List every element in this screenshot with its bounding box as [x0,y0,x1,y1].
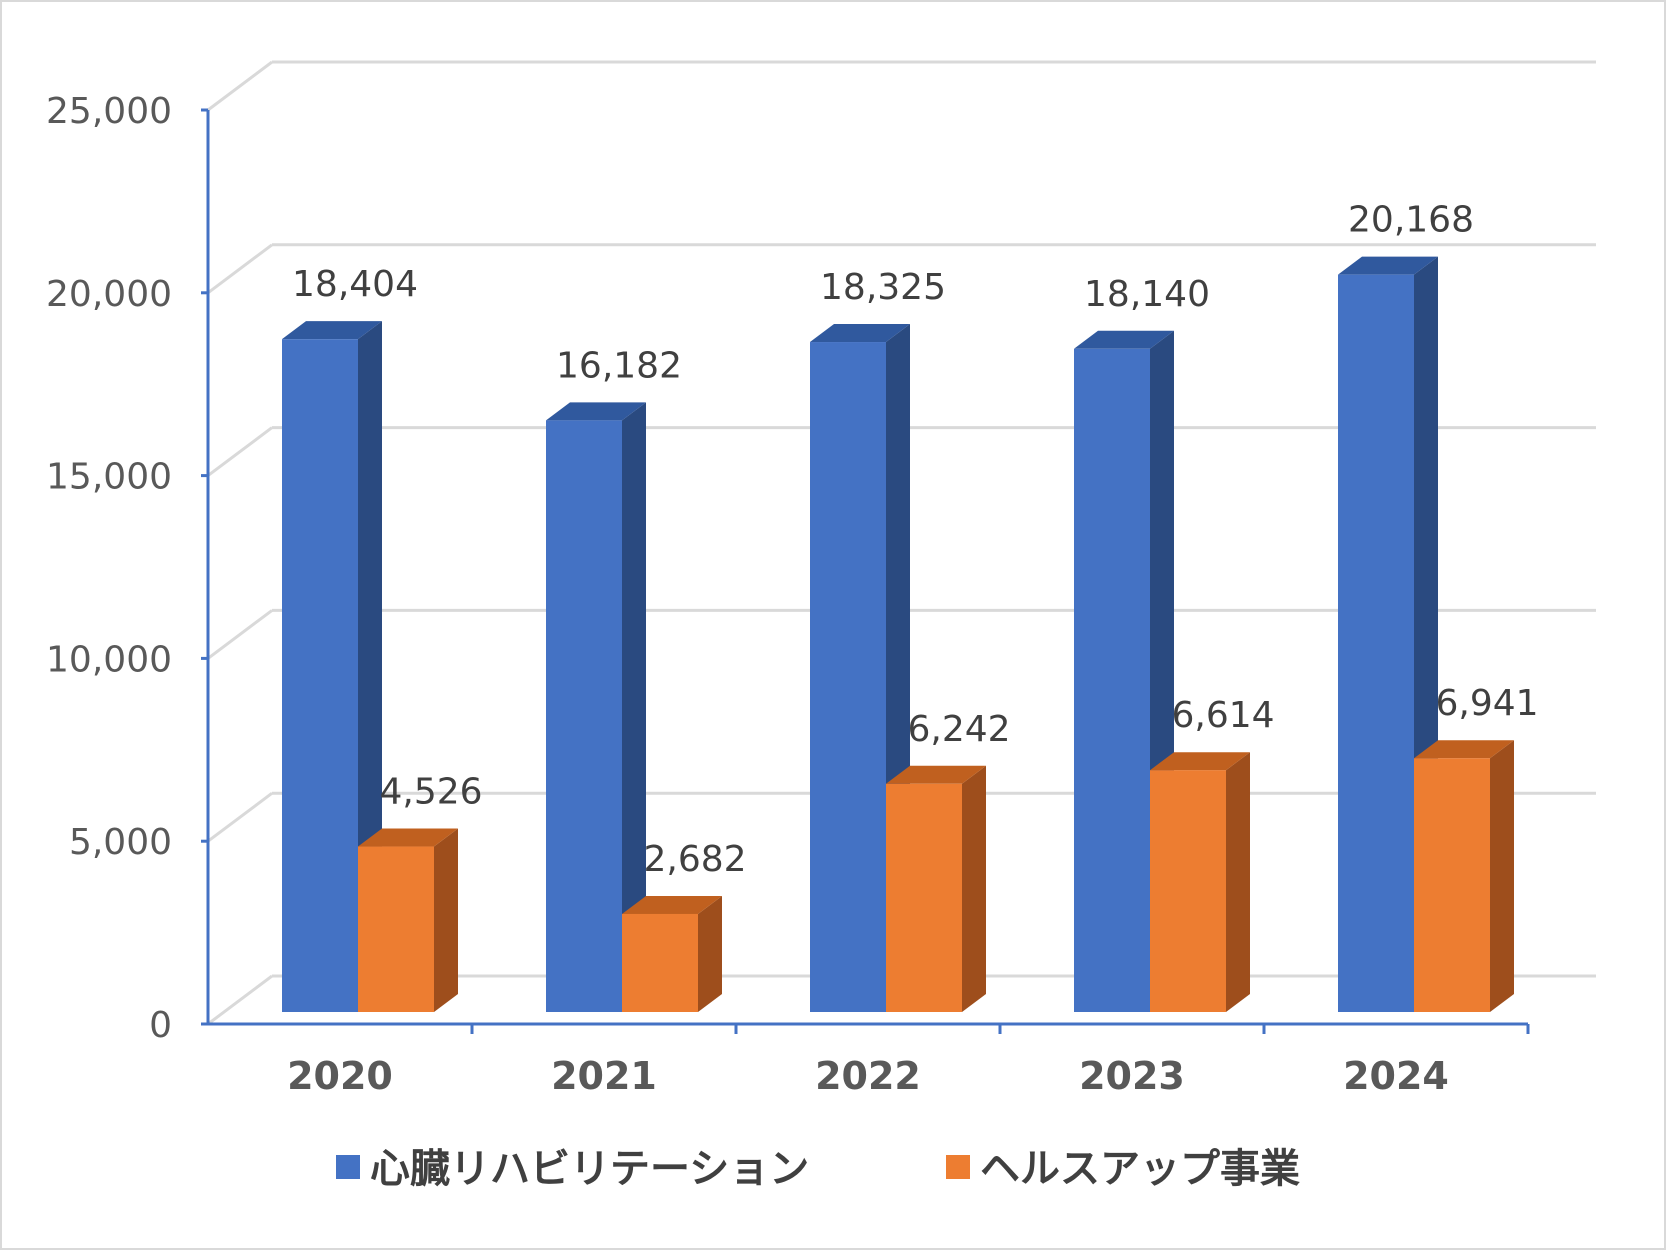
data-label: 18,140 [1084,274,1210,315]
bar-side [434,828,458,1012]
bar-2024-health-up [1414,740,1514,1012]
bar-front [622,913,698,1012]
legend-swatch [946,1155,970,1179]
axes: 0 5,000 10,000 15,000 20,000 25,000 2020 2021 20… [46,91,1530,1098]
bar-side [698,895,722,1012]
y-tick-label: 0 [149,1005,172,1046]
bar-front [1150,770,1226,1012]
bar-top [1338,256,1438,275]
bar-top [282,321,382,340]
data-label: 18,404 [292,264,418,305]
bar-top [1414,740,1514,759]
bar-front [1074,348,1150,1012]
bar-2023-health-up [1150,752,1250,1012]
legend-label: ヘルスアップ事業 [980,1146,1300,1192]
bar-2022-health-up [886,765,986,1012]
y-tick-label: 10,000 [46,639,172,680]
bar-front [1414,758,1490,1012]
data-label: 2,682 [643,839,746,880]
data-label: 4,526 [379,772,482,813]
y-tick-label: 5,000 [69,822,172,863]
bar-side [622,402,646,1012]
data-label: 6,242 [907,709,1010,750]
data-label: 6,941 [1435,683,1538,724]
y-tick-label: 25,000 [46,91,172,132]
bar-side [1490,740,1514,1012]
bar-front [282,339,358,1012]
bar-side [1226,752,1250,1012]
x-category-label: 2021 [551,1054,657,1098]
legend-item-health-up: ヘルスアップ事業 [946,1146,1300,1192]
x-category-label: 2023 [1079,1054,1185,1098]
x-category-label: 2022 [815,1054,921,1098]
data-label: 18,325 [820,267,946,308]
x-category-label: 2020 [287,1054,393,1098]
legend-label: 心臓リハビリテーション [370,1146,809,1192]
gridline-diagonal [207,426,273,477]
bar-top [886,765,986,784]
y-tick-label: 15,000 [46,457,172,498]
bar-top [622,895,722,914]
bar-2021-health-up [622,895,722,1012]
bar-top [358,828,458,847]
x-category-label: 2024 [1343,1054,1449,1098]
data-labels: 18,404 4,526 16,182 2,682 18,325 6,242 18,140 6… [292,200,1539,880]
bars [282,256,1514,1013]
bar-2021-cardiac-rehab [546,402,646,1012]
data-label: 20,168 [1348,200,1474,241]
bar-top [1074,330,1174,349]
y-tick-label: 20,000 [46,274,172,315]
legend-swatch [336,1155,360,1179]
bar-front [886,783,962,1012]
bar-side [962,765,986,1012]
bar-front [810,342,886,1013]
bar-front [358,846,434,1012]
gridline-diagonal [207,792,273,843]
data-label: 16,182 [556,345,682,386]
data-label: 6,614 [1171,695,1274,736]
gridline-diagonal [207,609,273,660]
gridline-diagonal [207,60,273,112]
gridline-diagonal [207,974,273,1026]
legend: 心臓リハビリテーション ヘルスアップ事業 [336,1146,1300,1192]
bar-front [1338,274,1414,1012]
gridline-diagonal [207,243,273,294]
bar-top [1150,752,1250,771]
bar-top [546,402,646,421]
bar-2020-health-up [358,828,458,1012]
bar-front [546,420,622,1012]
legend-item-cardiac-rehab: 心臓リハビリテーション [336,1146,809,1192]
bar-top [810,324,910,343]
